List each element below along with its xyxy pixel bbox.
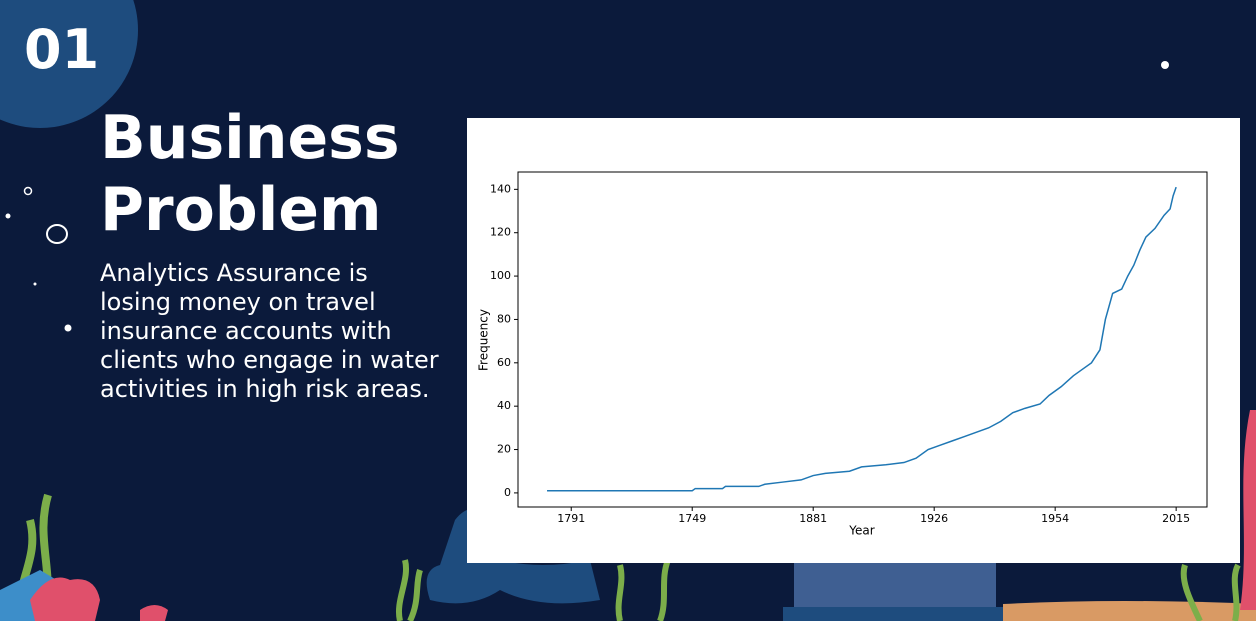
y-tick-label: 100: [490, 269, 511, 282]
x-tick-label: 1749: [678, 512, 706, 525]
x-axis-label: Year: [848, 524, 874, 538]
y-tick-label: 40: [497, 399, 511, 412]
y-tick-label: 0: [504, 486, 511, 499]
slide-number: 01: [24, 18, 100, 81]
x-tick-label: 1926: [920, 512, 948, 525]
y-tick-label: 120: [490, 226, 511, 239]
y-tick-label: 80: [497, 312, 511, 325]
x-tick-label: 2015: [1162, 512, 1190, 525]
slide-title: Business Problem: [100, 103, 400, 245]
x-tick-label: 1954: [1041, 512, 1069, 525]
y-axis-label: Frequency: [477, 309, 491, 371]
x-tick-label: 1881: [799, 512, 827, 525]
data-line: [547, 186, 1177, 492]
slide-body: Analytics Assurance is losing money on t…: [100, 259, 439, 403]
chart-background: [467, 118, 1240, 563]
y-tick-label: 60: [497, 356, 511, 369]
y-tick-label: 20: [497, 443, 511, 456]
y-tick-label: 140: [490, 182, 511, 195]
x-tick-label: 1791: [557, 512, 585, 525]
plot-frame: [517, 171, 1208, 508]
